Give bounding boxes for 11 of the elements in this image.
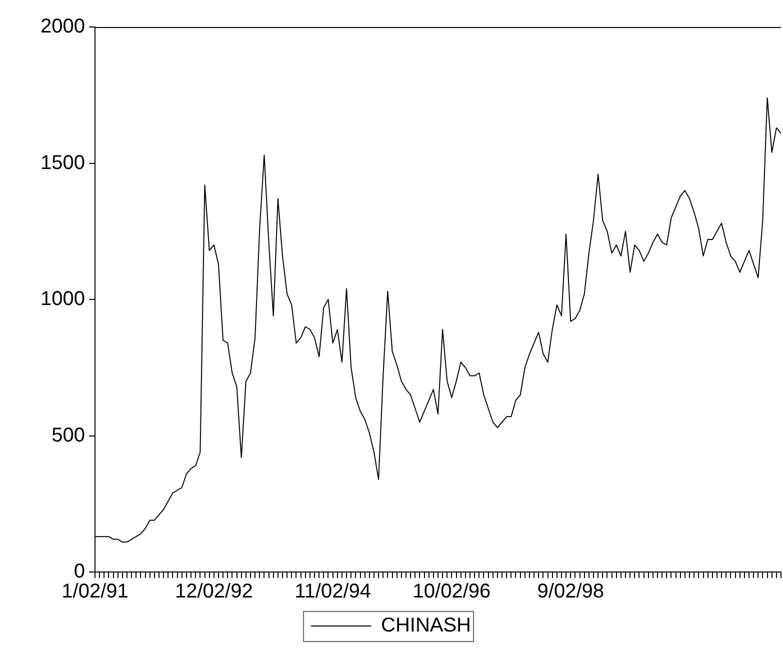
x-tick-label: 1/02/91	[62, 580, 128, 603]
y-tick-label: 2000	[40, 16, 85, 38]
y-tick-label: 500	[52, 424, 85, 446]
y-tick-label: 1500	[40, 152, 85, 174]
x-tick-label: 12/02/92	[174, 580, 253, 603]
x-tick-label: 10/02/96	[412, 580, 491, 603]
legend-label: CHINASH	[380, 614, 472, 637]
x-tick-label: 9/02/98	[537, 580, 604, 603]
y-tick-label: 0	[74, 560, 85, 583]
x-tick-label: 11/02/94	[294, 580, 371, 603]
y-tick-label: 1000	[40, 288, 85, 310]
